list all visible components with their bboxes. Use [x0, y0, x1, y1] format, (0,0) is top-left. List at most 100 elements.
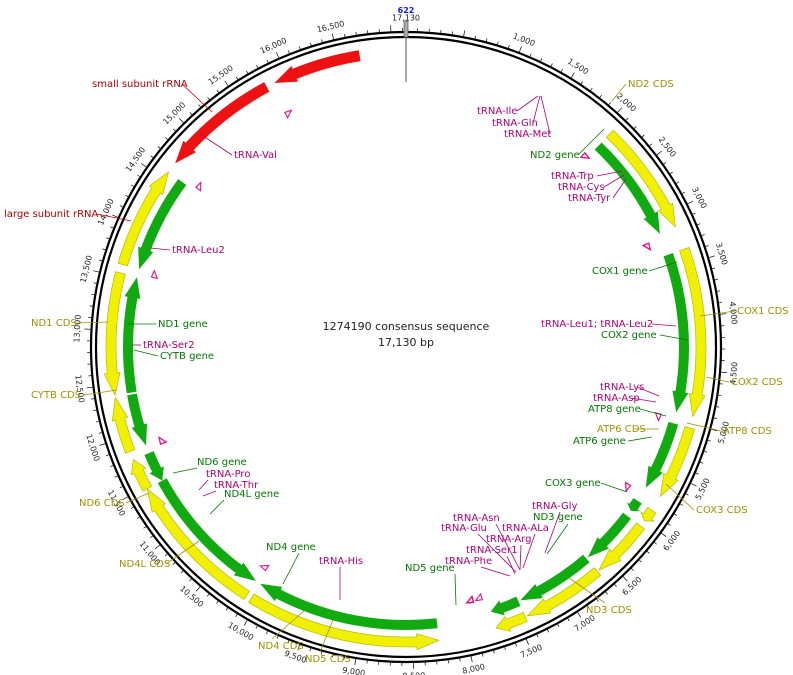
tick-mark — [586, 605, 590, 609]
nd3-gene-leader — [546, 523, 569, 555]
tick-mark — [557, 624, 560, 628]
atp6-cds-label: ATP6 CDS — [597, 424, 646, 435]
tick-mark — [687, 200, 694, 205]
tick-mark — [717, 290, 721, 292]
nd1-gene-label: ND1 gene — [158, 319, 208, 330]
tick-mark — [474, 35, 476, 39]
nd2-cds-arrow — [605, 129, 676, 228]
tick-mark — [195, 586, 201, 592]
tick-mark — [119, 205, 123, 208]
tick-mark — [157, 146, 161, 149]
tick-mark — [255, 625, 258, 629]
tick-mark — [547, 629, 550, 633]
nd6-cds-leader — [125, 492, 150, 504]
cox2-gene-label: COX2 gene — [601, 330, 657, 341]
nd6-gene-leader — [172, 467, 198, 474]
feature-arrows — [103, 50, 707, 651]
tick-mark — [622, 576, 628, 582]
tick-mark — [697, 223, 701, 226]
tick-mark — [93, 409, 97, 411]
nd2-gene-arrow — [594, 142, 660, 234]
tick-mark — [99, 443, 106, 446]
cox1-cds-arrow — [679, 247, 707, 418]
trna-ser1-label: tRNA-Ser1 — [466, 545, 518, 556]
tick-mark — [646, 551, 650, 554]
tick-label: 10,500 — [178, 584, 205, 609]
tick-mark — [625, 117, 629, 121]
trna-ala-leader — [522, 533, 536, 569]
nd4l-gene-arrow — [144, 451, 164, 481]
trna-thr-leader — [202, 490, 217, 497]
cox2-gene-arrow — [645, 421, 679, 488]
nd6-cds-arrow — [111, 396, 136, 454]
cox1-cds-leader — [699, 310, 736, 317]
tick-mark — [654, 542, 657, 545]
tick-mark — [143, 526, 147, 529]
cytb-cds-arrow — [103, 271, 126, 397]
tick-mark — [172, 562, 176, 565]
tick-mark — [207, 96, 210, 100]
tick-mark — [704, 451, 708, 453]
tick-mark — [106, 237, 110, 240]
tick-mark — [690, 483, 697, 487]
trna-pro-label: tRNA-Pro — [206, 469, 250, 480]
trna-lys-leader — [636, 386, 660, 397]
large-rrna-arrow — [175, 82, 270, 164]
tick-mark — [599, 94, 602, 98]
trna-glu-label: tRNA-Glu — [441, 523, 487, 534]
tick-mark — [631, 568, 634, 571]
large-rrna-label: large subunit rRNA — [4, 209, 99, 220]
cox1-gene-label: COX1 gene — [592, 266, 648, 277]
nd4-gene-label: ND4 gene — [266, 542, 316, 553]
tick-mark — [515, 643, 517, 647]
tick-label: 5,500 — [694, 477, 712, 502]
cox2-cds-leader — [705, 376, 730, 383]
tick-mark — [692, 212, 696, 215]
nd1-cds-label: ND1 CDS — [31, 318, 77, 329]
tick-mark — [105, 454, 110, 456]
tick-label: 7,500 — [519, 643, 544, 660]
atp6-cds-arrow — [598, 522, 645, 571]
nd4-cds-label: ND4 CDS — [258, 641, 304, 652]
tick-label: 16,500 — [316, 19, 345, 34]
tick-mark — [320, 651, 323, 655]
tick-label: 14,500 — [124, 146, 147, 174]
trna-glu-leader — [477, 533, 517, 573]
tick-label: 1,500 — [566, 57, 590, 77]
nd3-cds-leader — [568, 577, 606, 604]
trna-gln-label: tRNA-Gln — [492, 118, 538, 129]
nd2-gene-label: ND2 gene — [530, 150, 580, 161]
nd1-gene-arrow — [138, 179, 187, 270]
origin-box — [403, 20, 409, 38]
tick-label: 15,500 — [207, 63, 235, 86]
tick-mark — [481, 653, 484, 657]
tick-mark — [716, 406, 720, 408]
trna-ser1-leader — [506, 555, 516, 575]
nd1-cds-leader — [75, 321, 109, 324]
nd5-cds-label: ND5 CDS — [305, 654, 351, 665]
nd2-cds-leader — [611, 83, 627, 102]
nd5-cds-leader — [319, 619, 334, 653]
tick-mark — [136, 516, 140, 519]
small-rrna-arrow — [274, 50, 361, 83]
trna-asp-leader — [630, 397, 657, 403]
trna-his-marker — [259, 564, 270, 572]
trna-arg-leader — [519, 544, 522, 571]
cytb-gene-arrow — [122, 277, 141, 394]
tick-mark — [344, 33, 346, 38]
trna-asn-label: tRNA-Asn — [453, 513, 500, 524]
atp8-cds-leader — [686, 422, 722, 432]
origin-label: 622 — [398, 6, 415, 15]
tick-mark — [540, 58, 543, 62]
cytb-gene-label: CYTB gene — [160, 351, 214, 362]
tick-mark — [526, 639, 529, 645]
tick-mark — [667, 523, 671, 526]
tick-mark — [463, 30, 466, 37]
tick-mark — [567, 618, 570, 622]
tick-mark — [504, 647, 506, 651]
tick-label: 9,000 — [342, 666, 366, 675]
trna-cys-label: tRNA-Cys — [558, 182, 605, 193]
tick-mark — [276, 52, 280, 58]
tick-mark — [682, 191, 686, 194]
